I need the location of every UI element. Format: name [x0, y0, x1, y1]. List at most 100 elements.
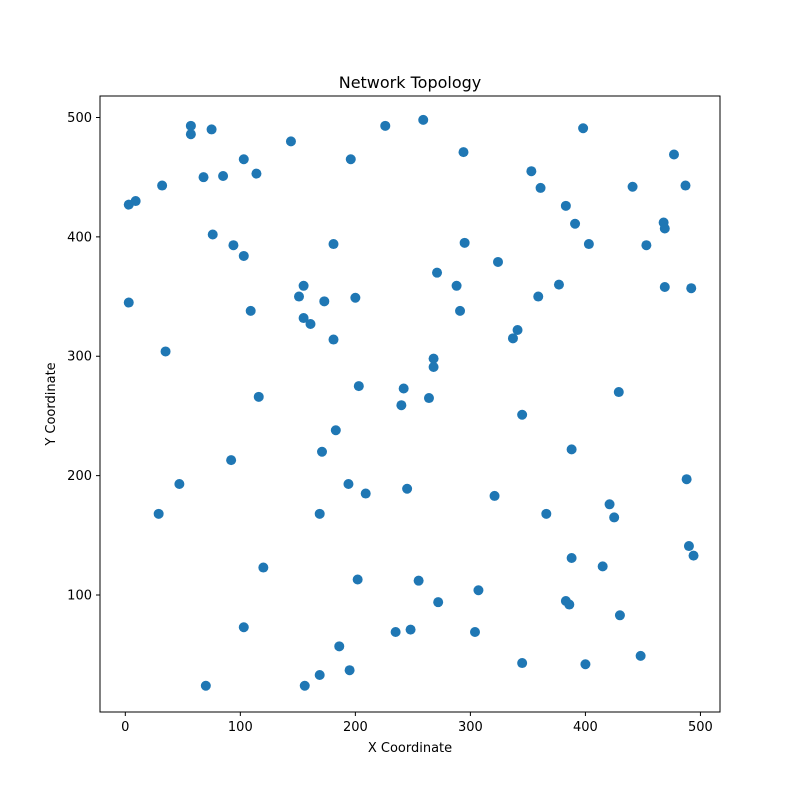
data-point [402, 483, 413, 494]
data-point [473, 585, 484, 596]
data-point [553, 279, 564, 290]
data-point [185, 129, 196, 140]
data-point [334, 641, 345, 652]
x-axis-label: X Coordinate [368, 741, 452, 756]
data-point [564, 599, 575, 610]
data-point [345, 154, 356, 165]
data-point [583, 239, 594, 250]
x-tick-label: 300 [458, 720, 483, 735]
data-point [207, 229, 218, 240]
data-point [635, 650, 646, 661]
data-point [533, 291, 544, 302]
data-point [328, 239, 339, 250]
data-point [352, 574, 363, 585]
data-point [298, 313, 309, 324]
data-point [489, 490, 500, 501]
plot-frame [99, 95, 721, 713]
y-axis-ticks: 100 200 300 400 500 [67, 111, 100, 604]
data-point [597, 561, 608, 572]
data-point [469, 627, 480, 638]
data-point [560, 200, 571, 211]
data-point [396, 400, 407, 411]
data-point [418, 114, 429, 125]
data-point [613, 387, 624, 398]
data-point [659, 223, 670, 234]
data-point [185, 120, 196, 131]
data-point [423, 393, 434, 404]
data-point [153, 508, 164, 519]
x-tick-label: 400 [573, 720, 598, 735]
data-point [517, 658, 528, 669]
data-point [432, 267, 443, 278]
data-point [455, 305, 466, 316]
data-point [681, 474, 692, 485]
data-point [390, 627, 401, 638]
data-point [157, 180, 168, 191]
data-point [123, 297, 134, 308]
data-point [688, 550, 699, 561]
data-point [570, 218, 581, 229]
data-point [130, 196, 141, 207]
y-tick-label: 200 [67, 469, 92, 484]
data-point [566, 444, 577, 455]
data-point [458, 147, 469, 158]
data-point [353, 381, 364, 392]
y-tick-label: 500 [67, 111, 92, 126]
data-point [200, 680, 211, 691]
data-point [198, 172, 209, 183]
data-point [330, 425, 341, 436]
y-tick-label: 300 [67, 350, 92, 365]
data-point [319, 296, 330, 307]
data-point [507, 333, 518, 344]
data-point [459, 237, 470, 248]
data-point [493, 256, 503, 267]
data-point [433, 597, 444, 608]
x-tick-label: 0 [121, 720, 129, 735]
data-point [517, 409, 528, 420]
data-point [245, 305, 256, 316]
x-axis-ticks: 0 100 200 300 400 500 [121, 712, 713, 735]
data-point [641, 240, 652, 251]
data-point [659, 282, 670, 293]
data-point [398, 383, 409, 394]
data-point [609, 512, 620, 523]
data-point [350, 292, 361, 303]
data-point [580, 659, 591, 670]
data-point [218, 170, 229, 181]
data-point [238, 622, 249, 633]
data-point [413, 575, 424, 586]
data-point [285, 136, 296, 147]
data-point [174, 478, 185, 489]
data-point [238, 154, 249, 165]
data-point [405, 624, 416, 635]
data-point [299, 680, 310, 691]
data-point [294, 291, 304, 302]
data-point [512, 324, 523, 335]
data-point [314, 508, 325, 519]
data-point [226, 455, 237, 466]
data-point [305, 319, 316, 330]
data-point [314, 669, 325, 680]
data-point [251, 168, 262, 179]
data-point [566, 553, 577, 563]
data-point [343, 478, 354, 489]
data-point [253, 391, 264, 402]
data-point [680, 180, 691, 191]
data-point [206, 124, 217, 135]
points-layer [123, 114, 699, 691]
data-point [627, 181, 638, 192]
data-point [160, 346, 171, 357]
data-point [238, 250, 249, 261]
data-point [668, 149, 679, 160]
data-point [328, 334, 339, 345]
data-point [228, 240, 239, 251]
y-tick-label: 400 [67, 230, 92, 245]
data-point [258, 562, 269, 573]
data-point [683, 541, 694, 552]
data-point [604, 499, 615, 510]
data-point [578, 123, 589, 134]
data-point [535, 182, 546, 193]
x-tick-label: 100 [228, 720, 253, 735]
data-point [526, 166, 537, 177]
